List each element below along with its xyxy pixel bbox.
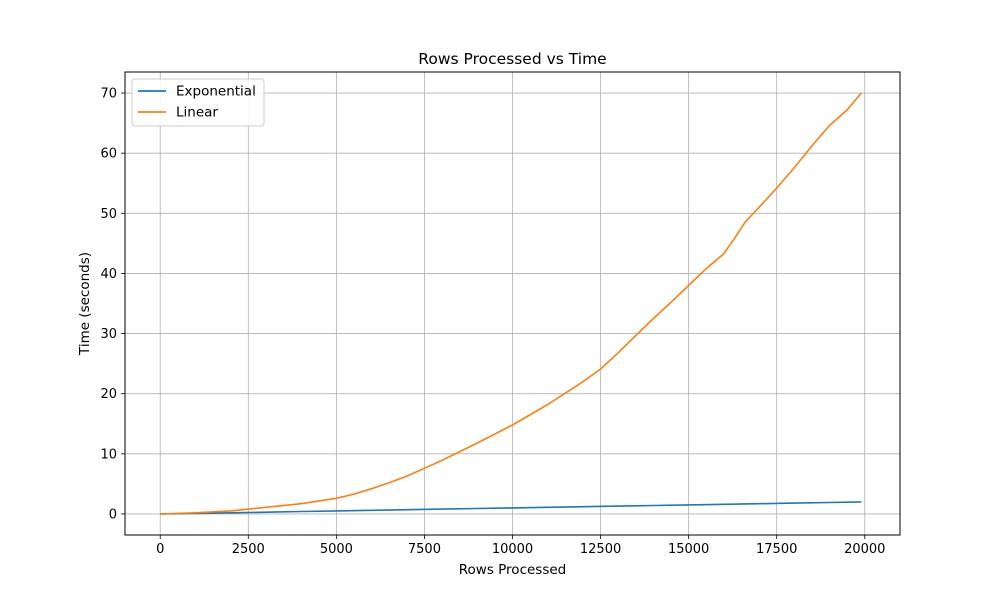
ticks: 0 2500 5000 7500 10000 12500 15000 17500 20000 0 1… [100, 87, 885, 557]
y-tick-label: 20 [100, 387, 117, 402]
y-tick-label: 30 [100, 327, 117, 342]
x-tick-label: 7500 [408, 542, 441, 557]
x-tick-label: 12500 [580, 542, 621, 557]
y-tick-label: 50 [100, 207, 117, 222]
series-group [160, 92, 862, 515]
legend: Exponential Linear [131, 78, 265, 127]
y-axis-label: Time (seconds) [77, 252, 93, 356]
x-tick-label: 17500 [756, 542, 797, 557]
x-tick-label: 15000 [668, 542, 709, 557]
x-tick-label: 0 [156, 542, 164, 557]
x-tick-label: 10000 [492, 542, 533, 557]
x-tick-label: 5000 [320, 542, 353, 557]
legend-label-linear: Linear [176, 105, 218, 121]
y-tick-label: 70 [100, 87, 117, 102]
legend-label-exponential: Exponential [176, 84, 256, 100]
x-tick-label: 20000 [844, 542, 885, 557]
y-tick-label: 0 [109, 507, 117, 522]
chart-title: Rows Processed vs Time [418, 50, 606, 68]
y-tick-label: 60 [100, 147, 117, 162]
y-tick-label: 10 [100, 447, 117, 462]
series-line-exponential [160, 501, 862, 515]
y-tick-label: 40 [100, 267, 117, 282]
grid [125, 72, 900, 535]
x-tick-label: 2500 [232, 542, 265, 557]
series-line-linear [160, 92, 862, 515]
x-axis-label: Rows Processed [459, 562, 567, 578]
